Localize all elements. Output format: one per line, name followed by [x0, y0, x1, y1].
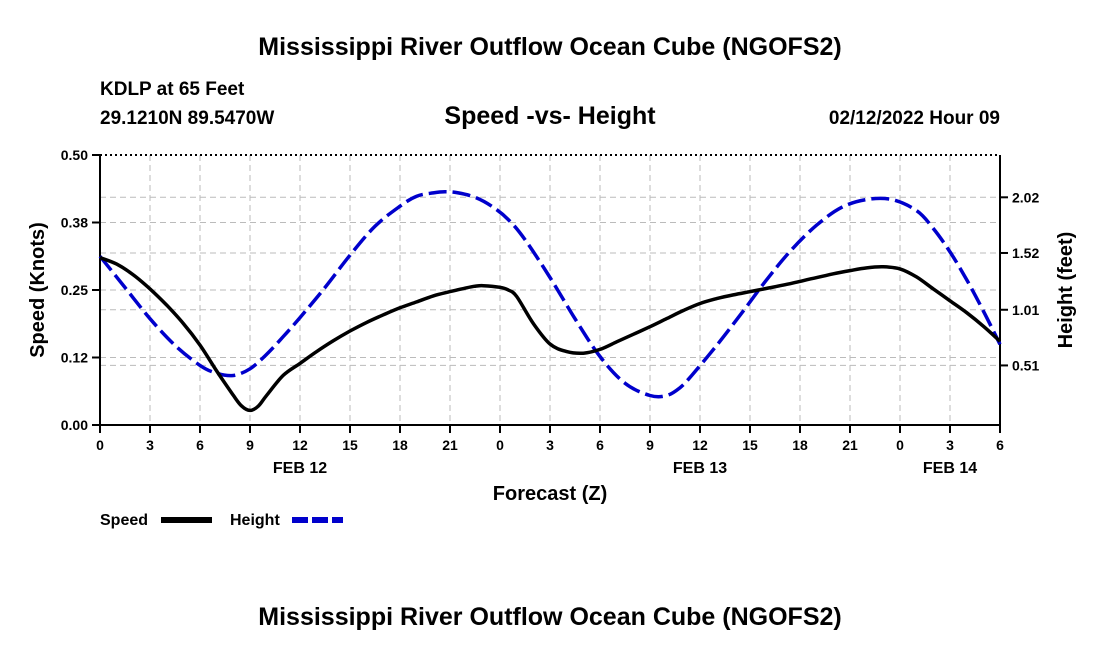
x-tick-label: 21	[442, 437, 458, 453]
x-axis-label: Forecast (Z)	[493, 483, 607, 505]
location-label: 29.1210N 89.5470W	[100, 108, 274, 129]
x-tick-label: 15	[342, 437, 358, 453]
x-tick-label: 3	[146, 437, 154, 453]
right-y-axis-label: Height (feet)	[1055, 232, 1077, 349]
x-date-label: FEB 12	[273, 460, 327, 477]
tick-labels: 0 3 6 9 12 15 18 21 0 3 6 9 12 15 18 21 0 3 6 FEB 12 FEB 13 F…	[61, 147, 1040, 477]
left-y-tick-label: 0.50	[61, 147, 88, 163]
legend-speed-label: Speed	[100, 512, 148, 529]
legend-height-label: Height	[230, 512, 280, 529]
data-series	[98, 189, 1002, 413]
legend: Speed Height	[100, 512, 343, 529]
right-y-tick-label: 1.01	[1012, 302, 1039, 318]
right-y-tick-label: 0.51	[1012, 357, 1039, 373]
chart-subtitle: Speed -vs- Height	[444, 102, 656, 130]
right-y-tick-label: 2.02	[1012, 189, 1039, 205]
x-date-label: FEB 13	[673, 460, 727, 477]
right-y-tick-label: 1.52	[1012, 245, 1039, 261]
x-tick-label: 9	[646, 437, 654, 453]
x-tick-label: 6	[596, 437, 604, 453]
left-y-tick-label: 0.00	[61, 417, 88, 433]
footer-title: Mississippi River Outflow Ocean Cube (NG…	[258, 603, 841, 631]
left-y-tick-label: 0.25	[61, 282, 88, 298]
x-tick-label: 3	[546, 437, 554, 453]
x-date-label: FEB 14	[923, 460, 977, 477]
x-tick-label: 3	[946, 437, 954, 453]
left-y-tick-label: 0.12	[61, 350, 88, 366]
x-tick-label: 9	[246, 437, 254, 453]
x-tick-label: 6	[996, 437, 1004, 453]
station-label: KDLP at 65 Feet	[100, 79, 245, 100]
x-tick-label: 12	[692, 437, 708, 453]
timestamp-label: 02/12/2022 Hour 09	[829, 108, 1000, 129]
x-tick-label: 0	[496, 437, 504, 453]
x-tick-label: 12	[292, 437, 308, 453]
x-tick-label: 18	[392, 437, 408, 453]
x-tick-label: 15	[742, 437, 758, 453]
x-tick-label: 18	[792, 437, 808, 453]
axes	[92, 154, 1008, 433]
left-y-axis-label: Speed (Knots)	[27, 222, 49, 358]
x-tick-label: 0	[896, 437, 904, 453]
speed-series-line	[99, 255, 1002, 413]
height-series-line	[98, 189, 1002, 399]
x-tick-label: 6	[196, 437, 204, 453]
x-tick-label: 21	[842, 437, 858, 453]
left-y-tick-label: 0.38	[61, 215, 88, 231]
grid-lines	[100, 155, 1000, 425]
chart-title: Mississippi River Outflow Ocean Cube (NG…	[258, 33, 841, 61]
x-tick-label: 0	[96, 437, 104, 453]
